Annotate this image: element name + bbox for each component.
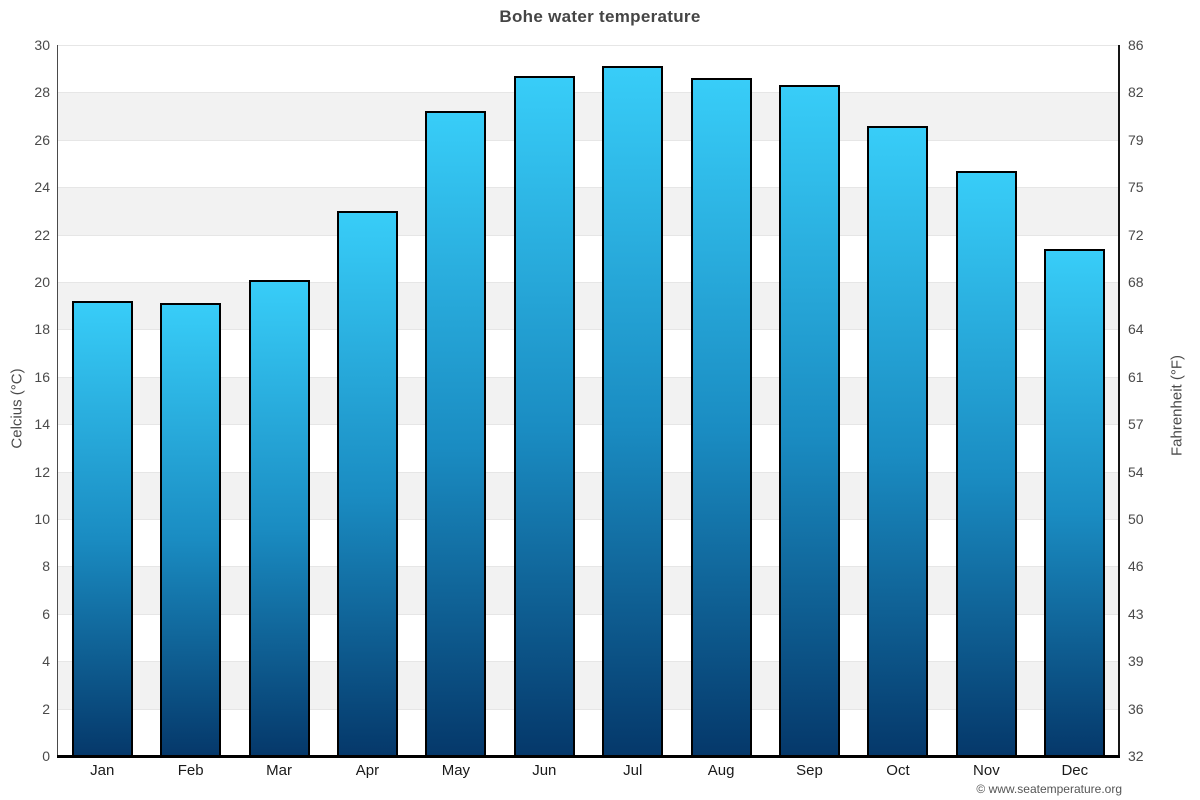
fahrenheit-tick-36: 36 bbox=[1128, 700, 1144, 717]
gridline bbox=[58, 376, 1119, 378]
fahrenheit-tick-57: 57 bbox=[1128, 416, 1144, 433]
celsius-tick-28: 28 bbox=[34, 84, 50, 101]
grid-band bbox=[58, 613, 1119, 662]
celsius-tick-24: 24 bbox=[34, 179, 50, 196]
grid-band bbox=[58, 329, 1119, 377]
bar-aug bbox=[690, 78, 752, 756]
bar-may bbox=[425, 111, 487, 756]
bar-dec bbox=[1044, 248, 1106, 756]
fahrenheit-tick-72: 72 bbox=[1128, 226, 1144, 243]
fahrenheit-tick-50: 50 bbox=[1128, 511, 1144, 527]
celsius-tick-14: 14 bbox=[34, 416, 50, 433]
fahrenheit-tick-46: 46 bbox=[1128, 558, 1144, 575]
fahrenheit-tick-32: 32 bbox=[1128, 748, 1144, 764]
gridline bbox=[58, 45, 1119, 46]
grid-band bbox=[58, 282, 1119, 330]
grid-band bbox=[58, 424, 1119, 472]
gridline bbox=[58, 282, 1119, 283]
fahrenheit-tick-75: 75 bbox=[1128, 179, 1144, 196]
y-axis-line-celsius bbox=[57, 45, 58, 756]
celsius-tick-8: 8 bbox=[42, 558, 50, 575]
grid-band bbox=[58, 234, 1119, 282]
bar-sep bbox=[779, 85, 841, 756]
month-label-may: May bbox=[441, 762, 471, 779]
gridline bbox=[58, 139, 1119, 141]
celsius-tick-12: 12 bbox=[34, 463, 50, 480]
celsius-tick-18: 18 bbox=[34, 321, 50, 338]
gridline bbox=[58, 471, 1119, 473]
copyright-link[interactable]: © www.seatemperature.org bbox=[976, 782, 1122, 796]
month-label-dec: Dec bbox=[1061, 762, 1089, 779]
grid-band bbox=[58, 92, 1119, 140]
grid-band bbox=[58, 139, 1119, 188]
plot-area bbox=[58, 45, 1119, 756]
fahrenheit-tick-68: 68 bbox=[1128, 274, 1144, 290]
x-axis-line bbox=[57, 755, 1120, 758]
grid-band bbox=[58, 45, 1119, 93]
bar-apr bbox=[336, 210, 398, 756]
celsius-tick-20: 20 bbox=[34, 274, 50, 290]
month-label-jul: Jul bbox=[623, 762, 643, 779]
fahrenheit-axis-title: Fahrenheit (°F) bbox=[1168, 354, 1186, 457]
gridline bbox=[58, 329, 1119, 331]
gridline bbox=[58, 661, 1119, 663]
celsius-axis-title: Celcius (°C) bbox=[8, 368, 26, 449]
month-label-jun: Jun bbox=[532, 762, 557, 779]
grid-band bbox=[58, 566, 1119, 614]
celsius-tick-30: 30 bbox=[34, 37, 50, 53]
gridline bbox=[58, 519, 1119, 520]
bar-jan bbox=[71, 300, 133, 756]
bar-mar bbox=[248, 279, 310, 756]
month-label-jan: Jan bbox=[90, 762, 115, 779]
grid-band bbox=[58, 471, 1119, 519]
celsius-tick-6: 6 bbox=[42, 605, 50, 622]
fahrenheit-tick-39: 39 bbox=[1128, 653, 1144, 670]
gridline bbox=[58, 234, 1119, 236]
celsius-tick-0: 0 bbox=[42, 748, 50, 764]
month-label-mar: Mar bbox=[266, 762, 292, 779]
grid-band bbox=[58, 519, 1119, 567]
celsius-tick-10: 10 bbox=[34, 511, 50, 527]
month-label-aug: Aug bbox=[707, 762, 735, 779]
bar-oct bbox=[867, 125, 929, 756]
celsius-tick-26: 26 bbox=[34, 131, 50, 148]
bar-jun bbox=[513, 75, 575, 756]
celsius-tick-22: 22 bbox=[34, 226, 50, 243]
chart-title: Bohe water temperature bbox=[499, 7, 701, 26]
fahrenheit-tick-86: 86 bbox=[1128, 37, 1144, 53]
grid-band bbox=[58, 376, 1119, 425]
fahrenheit-tick-61: 61 bbox=[1128, 368, 1144, 385]
gridline bbox=[58, 708, 1119, 710]
grid-band bbox=[58, 661, 1119, 709]
fahrenheit-tick-64: 64 bbox=[1128, 321, 1144, 338]
gridline bbox=[58, 92, 1119, 94]
grid-band bbox=[58, 708, 1119, 756]
month-label-oct: Oct bbox=[886, 762, 910, 779]
y-axis-line-fahrenheit bbox=[1118, 45, 1120, 756]
month-label-nov: Nov bbox=[973, 762, 1000, 779]
bar-feb bbox=[160, 303, 222, 756]
fahrenheit-tick-82: 82 bbox=[1128, 84, 1144, 101]
gridline bbox=[58, 566, 1119, 568]
month-label-feb: Feb bbox=[177, 762, 204, 779]
bar-jul bbox=[602, 66, 664, 756]
fahrenheit-tick-54: 54 bbox=[1128, 463, 1144, 480]
gridline bbox=[58, 187, 1119, 189]
month-label-apr: Apr bbox=[355, 762, 380, 779]
fahrenheit-tick-79: 79 bbox=[1128, 131, 1144, 148]
fahrenheit-tick-43: 43 bbox=[1128, 605, 1144, 622]
month-label-sep: Sep bbox=[796, 762, 823, 779]
celsius-tick-16: 16 bbox=[34, 368, 50, 385]
gridline bbox=[58, 424, 1119, 426]
bar-nov bbox=[955, 170, 1017, 756]
celsius-tick-2: 2 bbox=[42, 700, 50, 717]
gridline bbox=[58, 613, 1119, 615]
grid-band bbox=[58, 187, 1119, 235]
celsius-tick-4: 4 bbox=[42, 653, 50, 670]
